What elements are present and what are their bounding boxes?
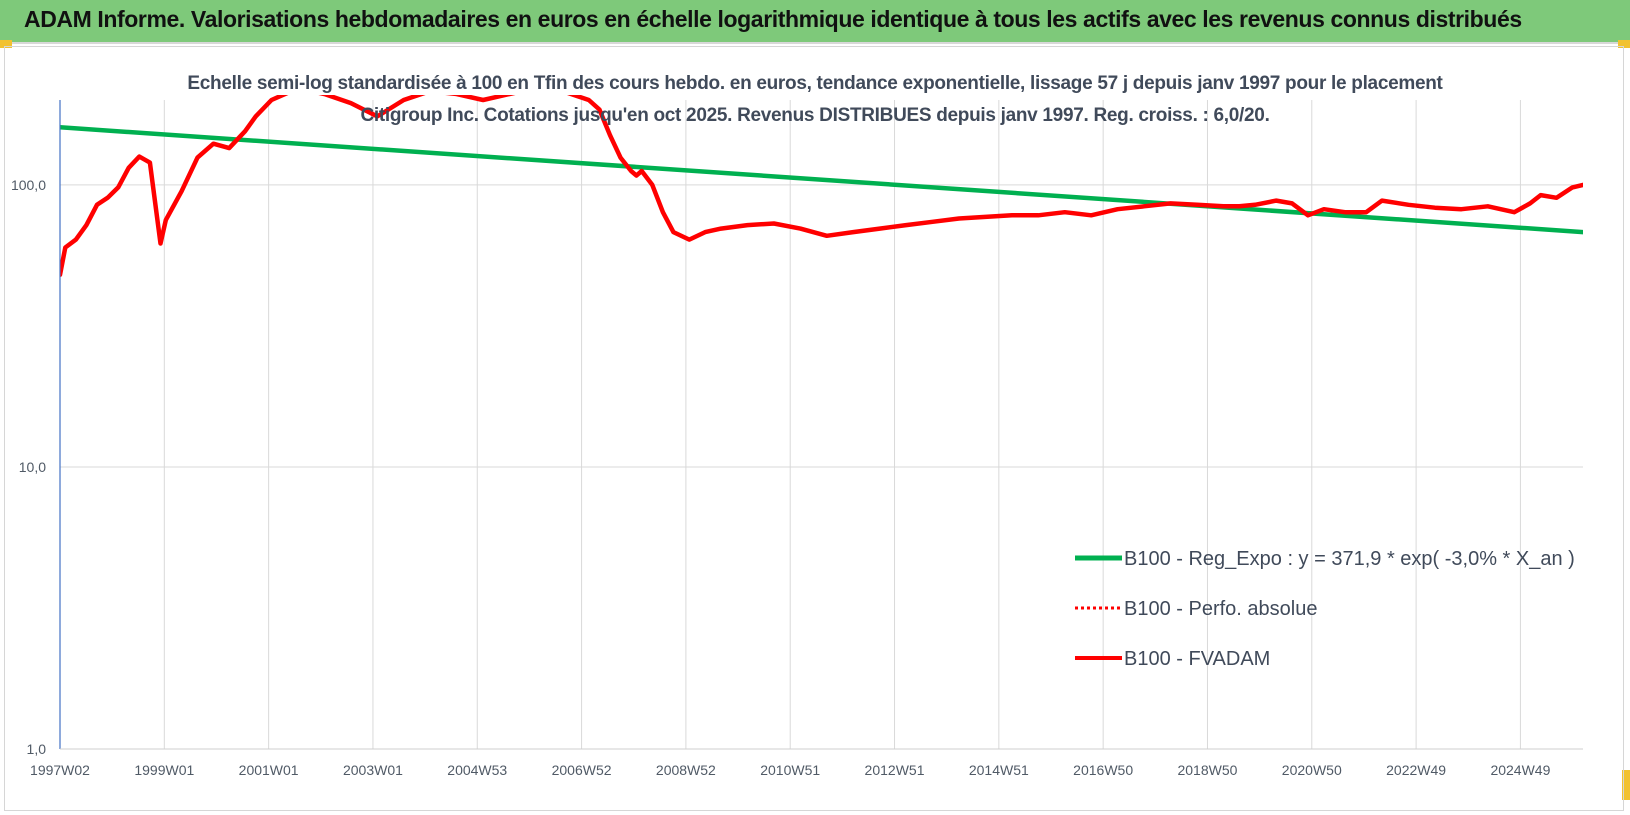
chart-frame [4, 46, 1624, 811]
corner-marker-right [1618, 40, 1630, 48]
x-tick-label: 1997W02 [30, 762, 90, 778]
x-tick-label: 2020W50 [1282, 762, 1342, 778]
x-tick-label: 2003W01 [343, 762, 403, 778]
legend-label: B100 - Reg_Expo : y = 371,9 * exp( -3,0%… [1124, 548, 1575, 570]
legend-label: B100 - FVADAM [1124, 648, 1270, 670]
x-tick-label: 2014W51 [969, 762, 1029, 778]
y-tick-label: 100,0 [11, 177, 46, 193]
corner-marker-bottom-right [1622, 770, 1630, 800]
header-banner: ADAM Informe. Valorisations hebdomadaire… [0, 0, 1630, 44]
y-tick-label: 1,0 [27, 741, 47, 757]
chart-subtitle: Echelle semi-log standardisée à 100 en T… [187, 73, 1443, 126]
series-line-2 [60, 95, 1583, 278]
legend-label: B100 - Perfo. absolue [1124, 598, 1317, 620]
x-tick-label: 1999W01 [134, 762, 194, 778]
page-title: ADAM Informe. Valorisations hebdomadaire… [24, 6, 1522, 32]
x-tick-label: 2024W49 [1490, 762, 1550, 778]
axis-layer: 1,0 10,0 100,0 1997W02 1999W01 2001W01 2003W01… [11, 100, 1583, 778]
x-tick-label: 2006W52 [552, 762, 612, 778]
x-tick-label: 2016W50 [1073, 762, 1133, 778]
x-tick-label: 2022W49 [1386, 762, 1446, 778]
y-tick-label: 10,0 [19, 459, 46, 475]
grid-layer [60, 100, 1583, 750]
x-tick-label: 2018W50 [1177, 762, 1237, 778]
x-tick-label: 2012W51 [865, 762, 925, 778]
corner-marker-left [0, 40, 12, 48]
series-line-0 [60, 125, 1583, 235]
series-layer [60, 95, 1583, 278]
x-tick-label: 2010W51 [760, 762, 820, 778]
x-tick-label: 2004W53 [447, 762, 507, 778]
x-tick-label: 2008W52 [656, 762, 716, 778]
x-tick-label: 2001W01 [239, 762, 299, 778]
legend: B100 - Reg_Expo : y = 371,9 * exp( -3,0%… [1075, 548, 1575, 670]
